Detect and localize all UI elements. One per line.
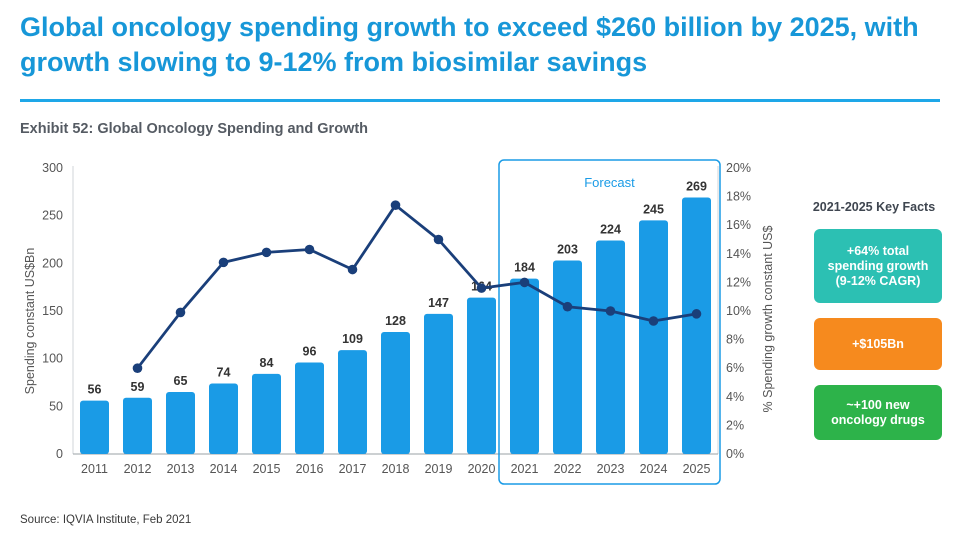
growth-point-2019: [433, 234, 444, 245]
y-tick-left: 100: [42, 352, 63, 366]
bar-value-label: 147: [428, 296, 449, 310]
y-tick-right: 4%: [726, 390, 744, 404]
key-fact-line: +$105Bn: [852, 336, 904, 351]
y-tick-right: 0%: [726, 447, 744, 461]
growth-point-2024: [648, 316, 659, 326]
bar-value-label: 84: [260, 356, 274, 370]
bar-value-label: 269: [686, 180, 707, 194]
growth-point-2023: [605, 306, 616, 316]
key-fact-line: +64% total: [846, 243, 910, 258]
forecast-box: [498, 159, 721, 485]
y-tick-left: 250: [42, 209, 63, 223]
x-tick-label: 2021: [511, 462, 539, 476]
bar-2011: [80, 400, 109, 454]
y-tick-right: 10%: [726, 304, 751, 318]
bar-value-label: 184: [514, 261, 535, 275]
growth-point-2020: [476, 283, 487, 293]
y-tick-right: 8%: [726, 333, 744, 347]
y-tick-right: 20%: [726, 161, 751, 175]
bar-value-label: 245: [643, 202, 664, 216]
y-tick-right: 6%: [726, 361, 744, 375]
key-fact-line: (9-12% CAGR): [835, 273, 921, 288]
y-tick-right: 2%: [726, 418, 744, 432]
y-tick-right: 14%: [726, 247, 751, 261]
key-facts-title: 2021-2025 Key Facts: [812, 200, 936, 214]
x-tick-label: 2012: [124, 462, 152, 476]
bar-2014: [209, 383, 238, 454]
x-tick-label: 2016: [296, 462, 324, 476]
bar-value-label: 109: [342, 332, 363, 346]
x-tick-label: 2020: [468, 462, 496, 476]
y-tick-right: 12%: [726, 275, 751, 289]
bar-value-label: 224: [600, 222, 621, 236]
key-fact-line: ~+100 new: [846, 397, 910, 412]
bar-value-label: 96: [303, 344, 317, 358]
growth-point-2021: [519, 277, 530, 288]
exhibit-label: Exhibit 52: Global Oncology Spending and…: [20, 121, 369, 137]
forecast-label: Forecast: [584, 175, 635, 190]
key-fact-new-drugs: ~+100 new oncology drugs: [814, 385, 942, 440]
x-tick-label: 2017: [339, 462, 367, 476]
growth-point-2014: [218, 257, 229, 268]
bar-2025: [682, 197, 711, 454]
y-axis-title-left: Spending constant US$Bn: [23, 248, 37, 395]
bar-2013: [166, 392, 195, 454]
bar-2024: [639, 220, 668, 454]
source-note: Source: IQVIA Institute, Feb 2021: [20, 514, 192, 526]
bar-2012: [123, 397, 152, 454]
x-tick-label: 2025: [683, 462, 711, 476]
y-tick-left: 0: [56, 447, 63, 461]
title-divider: [20, 99, 940, 102]
x-tick-label: 2024: [640, 462, 668, 476]
bar-2023: [596, 240, 625, 454]
page-title: Global oncology spending growth to excee…: [20, 12, 919, 77]
key-fact-line: oncology drugs: [831, 412, 925, 427]
growth-point-2018: [390, 200, 401, 210]
bar-2018: [381, 331, 410, 454]
key-fact-spending-growth: +64% total spending growth (9-12% CAGR): [814, 229, 942, 303]
growth-point-2015: [261, 247, 272, 258]
growth-line: [136, 203, 697, 370]
growth-point-2017: [347, 264, 358, 275]
bar-2019: [424, 313, 453, 454]
bar-2016: [295, 362, 324, 454]
x-tick-label: 2014: [210, 462, 238, 476]
bar-2021: [510, 278, 539, 454]
growth-point-2012: [132, 363, 143, 374]
y-tick-right: 18%: [726, 190, 751, 204]
x-tick-label: 2023: [597, 462, 625, 476]
y-tick-left: 300: [42, 161, 63, 175]
x-tick-label: 2022: [554, 462, 582, 476]
bar-value-label: 65: [174, 374, 188, 388]
x-tick-label: 2019: [425, 462, 453, 476]
bar-2020: [467, 297, 496, 454]
y-tick-left: 50: [49, 399, 63, 413]
y-tick-left: 150: [42, 304, 63, 318]
x-tick-label: 2013: [167, 462, 195, 476]
bar-value-label: 59: [131, 380, 145, 394]
y-tick-left: 200: [42, 256, 63, 270]
bar-value-label: 74: [217, 365, 231, 379]
key-fact-line: spending growth: [827, 258, 929, 273]
key-fact-dollar-increase: +$105Bn: [814, 318, 942, 370]
x-tick-label: 2011: [81, 462, 108, 476]
x-tick-label: 2018: [382, 462, 410, 476]
bar-value-label: 128: [385, 314, 406, 328]
bar-value-label: 203: [557, 242, 578, 256]
growth-point-2025: [691, 309, 702, 319]
bar-value-label: 56: [88, 383, 102, 397]
bar-2015: [252, 373, 281, 454]
growth-point-2022: [562, 301, 573, 312]
bar-2017: [338, 350, 367, 454]
x-tick-label: 2015: [253, 462, 281, 476]
y-axis-title-right: % Spending growth constant US$: [761, 225, 775, 412]
growth-point-2016: [304, 244, 315, 255]
y-tick-right: 16%: [726, 218, 751, 232]
bar-2022: [553, 260, 582, 454]
growth-point-2013: [175, 307, 186, 318]
